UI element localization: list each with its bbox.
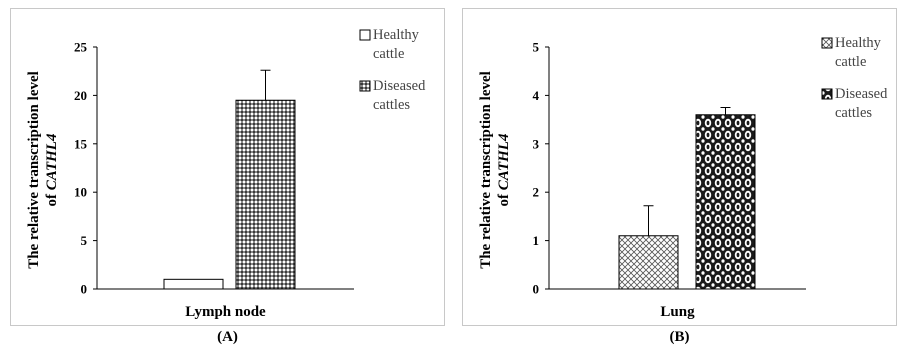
y-tick-label: 25 [74,40,88,55]
legend-label: cattle [373,46,404,62]
legend-label: cattles [835,105,872,121]
y-axis-title-line1: The relative transcription level [478,71,494,269]
y-tick-label: 1 [533,233,540,248]
legend-swatch [359,80,371,92]
y-tick-label: 15 [74,136,88,151]
x-axis-title: Lung [660,304,695,320]
legend-label: cattles [373,97,410,113]
y-tick-label: 5 [81,233,88,248]
legend-label: cattle [835,54,866,70]
legend-label: Diseased [835,86,888,102]
y-axis-title-line2: of CATHL4 [496,133,512,206]
y-axis-title-line2: of CATHL4 [44,133,60,206]
legend-swatch [821,37,833,49]
panel-a: 0 5 10 15 20 25 The relative transcription lev… [10,8,445,326]
x-axis-title: Lymph node [185,304,266,320]
panel-b: 0 1 2 3 4 5 The relative transcription level of… [462,8,897,326]
y-tick-label: 2 [533,185,540,200]
y-tick-label: 0 [533,282,540,297]
bar-diseased-cattles [695,114,756,290]
legend-swatch [821,88,833,100]
caption-a: (A) [217,329,238,345]
bar-healthy-cattle [618,235,679,290]
y-tick-label: 10 [74,185,87,200]
legend-label: Healthy [373,27,420,43]
y-tick-label: 0 [81,282,88,297]
y-tick-label: 3 [533,136,540,151]
legend-label: Healthy [835,35,882,51]
legend-swatch [359,29,371,41]
y-tick-label: 5 [533,40,540,55]
bar-diseased-cattles [235,99,296,290]
caption-b: (B) [669,329,690,345]
y-axis-title-line1: The relative transcription level [26,71,42,269]
y-tick-label: 4 [533,88,540,103]
bar-healthy-cattle [163,278,224,290]
legend-label: Diseased [373,78,426,94]
y-tick-label: 20 [74,88,87,103]
chart-b: 0 1 2 3 4 5 The relative transcription level of… [478,35,888,320]
chart-a: 0 5 10 15 20 25 The relative transcription lev… [26,27,426,320]
